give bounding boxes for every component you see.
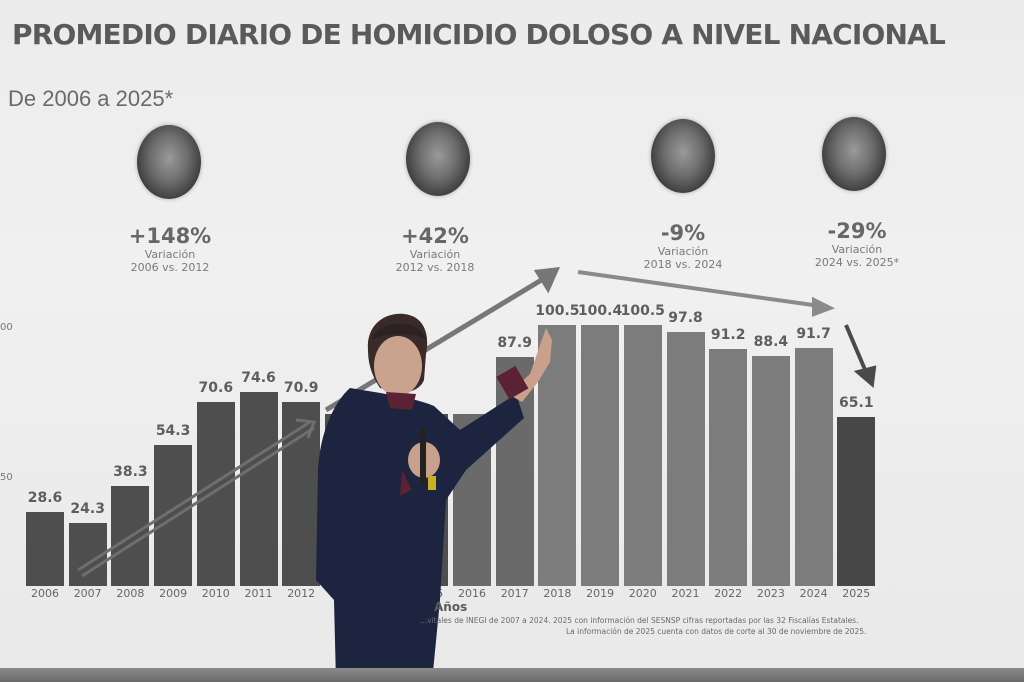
variation-range: 2024 vs. 2025* (814, 256, 900, 269)
x-tick-label: 2020 (628, 587, 657, 600)
stage-floor (0, 668, 1024, 682)
x-tick-label: 2025 (842, 587, 871, 600)
bar-value-label: 65.1 (839, 394, 874, 411)
variation-percent: +42% (401, 224, 469, 248)
variation-block-1: +148% Variación 2006 vs. 2012 (90, 224, 250, 274)
x-axis-title: Años (434, 600, 468, 614)
bar-2025: 65.1 (837, 395, 876, 586)
bar-2020: 100.5 (621, 303, 665, 586)
x-tick-label: 2018 (543, 587, 572, 600)
arrow-down-icon (844, 324, 877, 388)
variation-percent: -29% (827, 219, 887, 243)
variation-block-4: -29% Variación 2024 vs. 2025* (777, 219, 937, 269)
x-tick-label: 2022 (714, 587, 743, 600)
x-tick-label: 2008 (116, 587, 145, 600)
x-tick-label: 2006 (31, 587, 59, 600)
variation-block-3: -9% Variación 2018 vs. 2024 (603, 221, 763, 271)
president-portrait-1 (137, 125, 201, 199)
bar-2010: 70.6 (196, 380, 235, 586)
x-tick-label: 2007 (73, 587, 102, 600)
variation-range: 2012 vs. 2018 (395, 261, 475, 274)
bar-value-label: 87.9 (497, 335, 532, 352)
bar-2023: 88.4 (751, 334, 790, 586)
bar-value-label: 38.3 (113, 464, 148, 481)
arrow-up-icon (77, 418, 317, 578)
variation-percent: -9% (660, 221, 706, 245)
variation-label: Variación (657, 245, 709, 258)
source-note-2: La información de 2025 cuenta con datos … (566, 627, 867, 636)
y-tick-100: 00 (0, 322, 13, 333)
x-tick-label: 2009 (159, 587, 188, 600)
slide-subtitle: De 2006 a 2025* (8, 86, 174, 111)
bar-2011: 74.6 (239, 370, 278, 586)
x-tick-label: 2021 (671, 587, 700, 600)
bar-value-label: 88.4 (753, 334, 789, 351)
bar-value-label: 97.8 (668, 309, 703, 326)
variation-label: Variación (144, 248, 196, 261)
variation-range: 2018 vs. 2024 (643, 258, 723, 271)
bar-value-label: 91.2 (710, 326, 746, 343)
bar-value-label: 100.5 (620, 302, 665, 319)
arrow-down-icon (577, 270, 835, 317)
bar-2021: 97.8 (666, 310, 705, 586)
bar-value-label: 54.3 (155, 422, 191, 439)
x-tick-label: 2012 (287, 587, 316, 600)
x-tick-label: 2017 (500, 587, 529, 600)
variation-percent: +148% (128, 224, 212, 248)
bar-2006: 28.6 (26, 490, 64, 586)
bar-2024: 91.7 (794, 326, 833, 586)
x-tick-label: 2016 (458, 587, 486, 600)
x-tick-label: 2024 (799, 587, 828, 600)
y-tick-50: 50 (0, 472, 13, 483)
x-tick-label: 2010 (201, 587, 230, 600)
x-tick-label: 2023 (756, 587, 785, 600)
bar-value-label: 91.7 (796, 325, 831, 342)
arrow-up-icon (324, 267, 561, 413)
variation-label: Variación (409, 248, 461, 261)
bar-value-label: 100.4 (577, 302, 623, 319)
presenter-figure (316, 313, 552, 682)
bar-value-label: 24.3 (70, 500, 105, 517)
bar-value-label: 70.9 (283, 379, 319, 396)
x-tick-label: 2019 (586, 587, 615, 600)
variation-label: Variación (831, 243, 883, 256)
president-portrait-4 (822, 117, 886, 191)
slide-title: PROMEDIO DIARIO DE HOMICIDIO DOLOSO A NI… (12, 18, 946, 51)
bar-2012: 70.9 (282, 380, 321, 586)
variation-block-2: +42% Variación 2012 vs. 2018 (355, 224, 515, 274)
x-tick-label: 2011 (244, 587, 273, 600)
source-note-1: ...vitales de INEGI de 2007 a 2024. 2025… (420, 616, 859, 625)
variation-range: 2006 vs. 2012 (130, 261, 210, 274)
president-portrait-2 (406, 122, 470, 196)
bar-2009: 54.3 (154, 423, 193, 586)
bar-value-label: 28.6 (27, 489, 63, 506)
bar-2022: 91.2 (709, 327, 748, 586)
bar-2019: 100.4 (578, 303, 622, 586)
bar-value-label: 70.6 (198, 380, 234, 397)
bar-value-label: 100.5 (535, 302, 580, 319)
president-portrait-3 (651, 119, 715, 193)
bar-value-label: 74.6 (241, 370, 276, 387)
